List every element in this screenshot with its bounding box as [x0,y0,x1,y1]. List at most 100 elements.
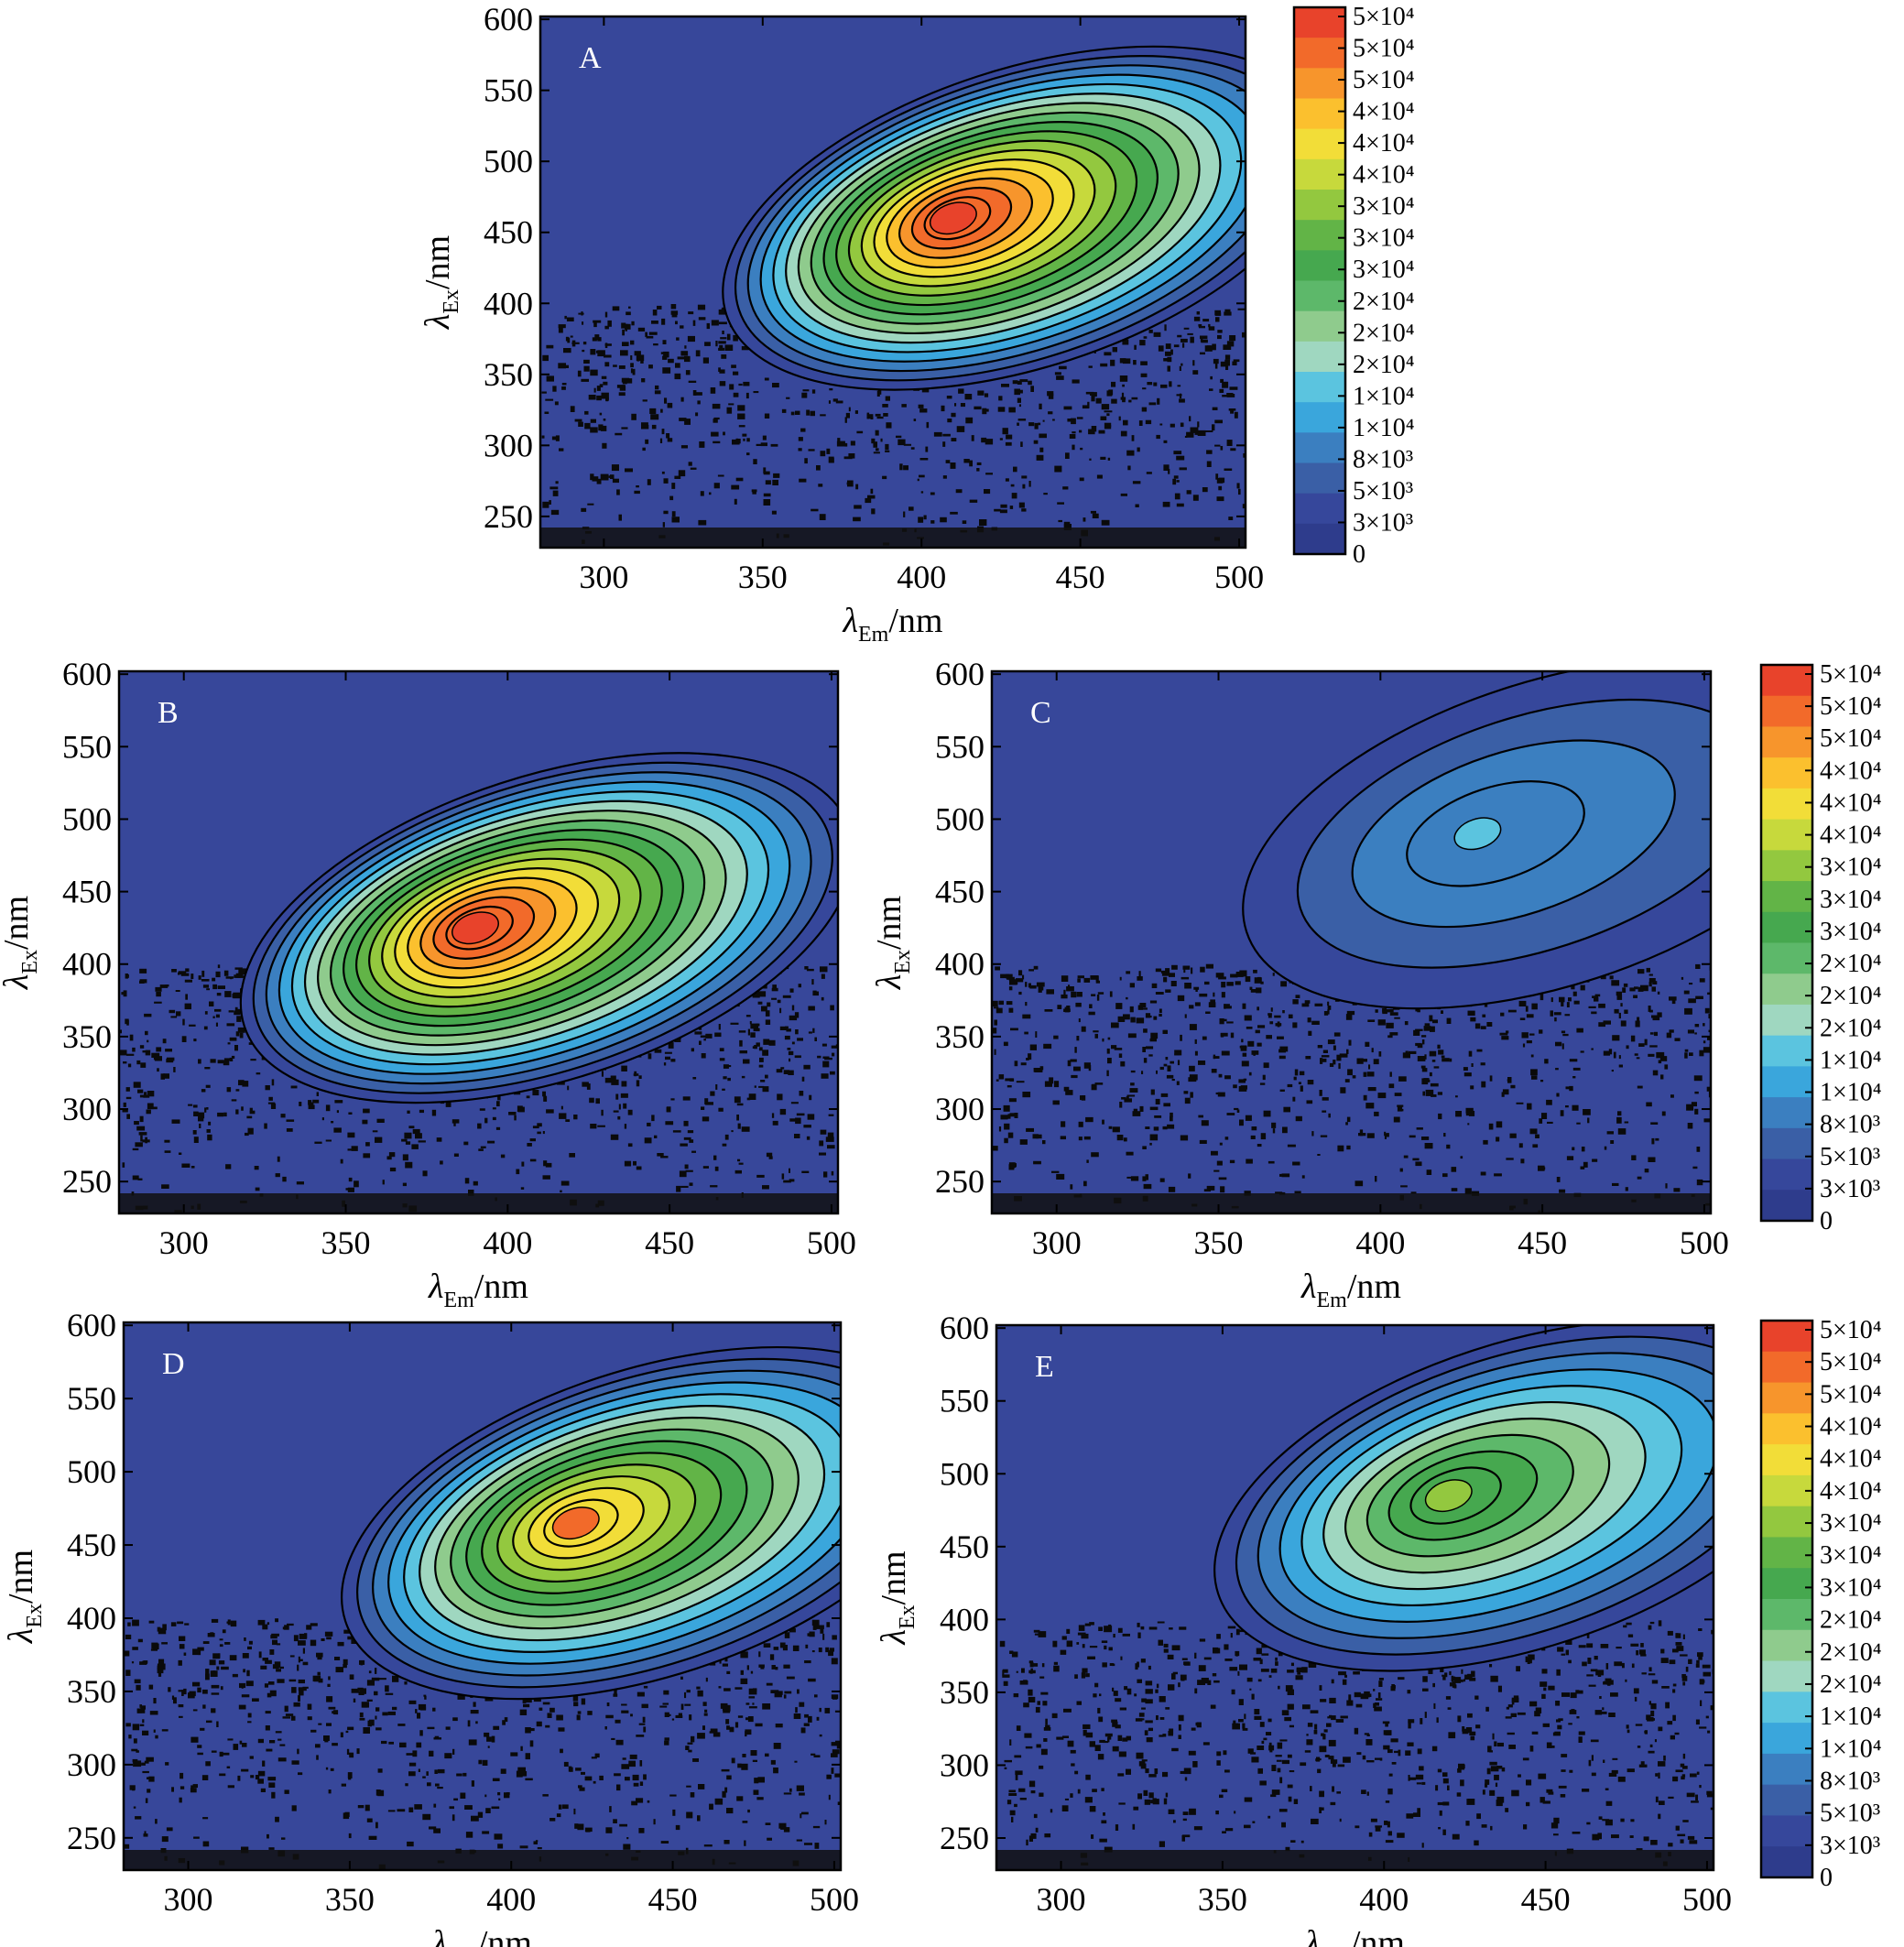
noise-speck [325,1139,332,1142]
noise-speck [811,1650,815,1653]
noise-speck [750,1023,758,1029]
noise-speck [1177,334,1182,338]
noise-speck [579,1787,585,1791]
noise-speck [269,1740,276,1744]
noise-speck [1215,1811,1219,1815]
noise-speck [784,1035,790,1040]
colorbar-segment [1294,250,1345,282]
noise-speck [581,507,587,512]
colorbar-label: 0 [1353,540,1365,569]
noise-speck [719,381,726,386]
noise-speck [1145,1126,1150,1129]
noise-speck [560,1190,562,1193]
noise-speck [1417,1056,1426,1061]
noise-speck [1237,1670,1240,1676]
noise-speck [404,1681,408,1685]
noise-speck [618,365,626,369]
noise-speck [1019,1139,1028,1145]
noise-speck [1090,975,1098,980]
noise-speck [1084,1623,1091,1626]
noise-speck [560,1180,570,1186]
noise-speck [1141,1707,1146,1710]
noise-speck [956,426,965,432]
noise-speck [1092,513,1099,518]
noise-speck [276,1643,281,1646]
noise-speck [1429,1015,1433,1022]
noise-speck [1613,1051,1616,1059]
noise-speck [1115,1824,1119,1831]
noise-speck [219,1638,223,1641]
noise-speck [1465,1727,1473,1734]
noise-speck [1317,1768,1322,1774]
noise-speck [1494,1774,1499,1780]
noise-speck [1375,1757,1382,1760]
noise-speck [1071,991,1077,998]
noise-speck [838,400,842,404]
noise-speck [1576,1122,1581,1125]
noise-speck [1572,1832,1581,1834]
noise-speck [738,383,743,386]
noise-speck [1056,1736,1064,1740]
colorbar-label: 3×10⁴ [1353,192,1415,221]
colorbar-label: 2×10⁴ [1820,1014,1882,1042]
noise-speck [1030,1663,1039,1667]
noise-speck [464,1178,470,1184]
noise-speck [1564,1014,1571,1017]
noise-speck [870,417,874,419]
noise-speck [1184,1661,1191,1666]
noise-speck [1049,1077,1054,1084]
noise-speck [460,1792,466,1799]
colorbar-label: 5×10⁴ [1820,692,1882,721]
noise-speck [1518,1774,1521,1778]
noise-speck [1336,1054,1342,1061]
noise-speck [1074,1674,1078,1679]
noise-speck [604,325,609,330]
noise-speck [750,1032,756,1038]
noise-speck [1109,1663,1115,1666]
noise-speck [607,320,612,327]
noise-speck [1451,1167,1457,1172]
noise-speck [337,1641,344,1647]
noise-speck [1141,407,1148,412]
noise-speck [1409,1050,1417,1054]
noise-speck [824,1820,827,1825]
noise-speck [1123,419,1128,426]
noise-speck [1384,1131,1387,1137]
noise-speck [1682,1820,1689,1822]
noise-speck [710,387,716,394]
noise-speck [672,1130,681,1133]
noise-speck [525,1753,530,1760]
noise-speck [327,1683,331,1687]
noise-speck [1159,1008,1162,1013]
noise-speck [771,1113,775,1118]
noise-speck [1146,472,1152,474]
noise-speck [1180,363,1183,366]
noise-speck [229,1057,234,1061]
noise-speck [1050,1809,1053,1813]
noise-speck [768,1039,776,1046]
noise-speck [1618,1055,1621,1060]
noise-speck [796,1785,804,1791]
noise-speck [308,1102,314,1108]
noise-speck [267,1777,277,1781]
noise-speck [1137,976,1143,981]
noise-speck [660,1841,669,1844]
noise-speck [1355,1180,1364,1187]
noise-speck [1117,1016,1126,1022]
noise-speck [1648,1157,1656,1162]
noise-speck [1592,1158,1598,1162]
noise-speck [1572,991,1577,996]
noise-speck [703,1038,706,1041]
noise-speck [676,337,680,341]
noise-speck [755,1723,763,1727]
noise-speck [555,481,559,484]
noise-speck [1183,1768,1191,1775]
noise-speck [1189,1024,1197,1030]
noise-speck [542,501,549,508]
noise-speck [1163,976,1168,983]
noise-speck [1445,1696,1452,1700]
noise-speck [590,369,598,376]
noise-speck [190,1788,197,1793]
noise-speck [1097,992,1104,995]
noise-speck [709,492,712,495]
